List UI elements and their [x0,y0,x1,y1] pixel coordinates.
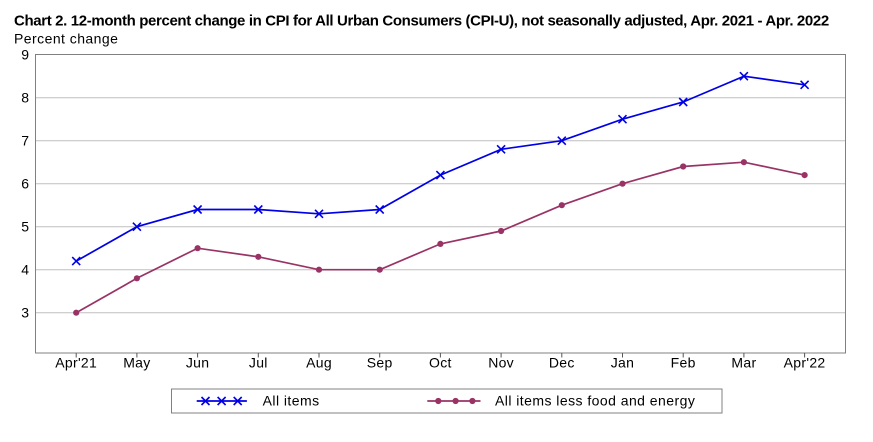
svg-text:4: 4 [21,262,29,278]
svg-text:Jul: Jul [249,355,268,371]
svg-text:7: 7 [21,133,29,149]
svg-text:Jun: Jun [186,355,209,371]
svg-text:Nov: Nov [488,355,514,371]
svg-text:3: 3 [21,305,29,321]
svg-text:Apr'22: Apr'22 [784,355,826,371]
svg-text:Apr'21: Apr'21 [55,355,97,371]
svg-text:Oct: Oct [429,355,452,371]
svg-text:All items less food and energy: All items less food and energy [495,393,695,409]
svg-text:9: 9 [21,47,29,63]
svg-text:8: 8 [21,90,29,106]
svg-text:Dec: Dec [549,355,575,371]
svg-text:Sep: Sep [367,355,393,371]
svg-text:6: 6 [21,176,29,192]
svg-text:Mar: Mar [731,355,756,371]
svg-text:All items: All items [263,393,320,409]
svg-text:Jan: Jan [611,355,634,371]
svg-text:Percent change: Percent change [14,31,118,47]
svg-text:May: May [123,355,150,371]
svg-text:Aug: Aug [306,355,332,371]
svg-text:5: 5 [21,219,29,235]
svg-text:Feb: Feb [671,355,696,371]
svg-text:Chart 2. 12-month percent chan: Chart 2. 12-month percent change in CPI … [14,13,829,30]
